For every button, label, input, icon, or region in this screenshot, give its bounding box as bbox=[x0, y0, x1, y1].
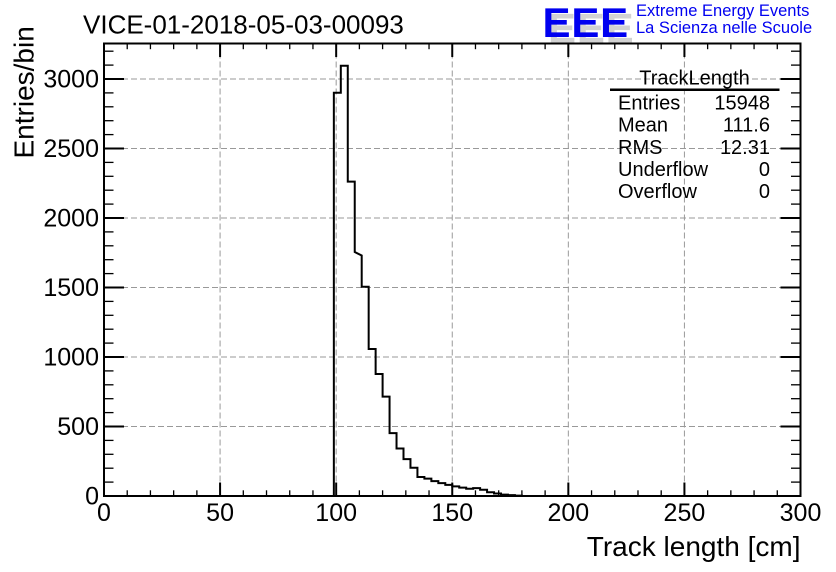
svg-text:300: 300 bbox=[780, 499, 822, 527]
svg-text:La Scienza nelle Scuole: La Scienza nelle Scuole bbox=[636, 19, 812, 37]
svg-text:250: 250 bbox=[664, 499, 706, 527]
svg-text:15948: 15948 bbox=[714, 92, 770, 114]
svg-text:1000: 1000 bbox=[43, 344, 99, 372]
svg-text:0: 0 bbox=[97, 499, 111, 527]
svg-text:111.6: 111.6 bbox=[723, 115, 770, 137]
svg-text:EEE: EEE bbox=[548, 5, 634, 52]
svg-text:12.31: 12.31 bbox=[720, 137, 770, 159]
svg-text:0: 0 bbox=[759, 181, 770, 203]
svg-text:3000: 3000 bbox=[43, 66, 99, 94]
svg-text:2000: 2000 bbox=[43, 205, 99, 233]
svg-text:Overflow: Overflow bbox=[618, 181, 697, 203]
svg-text:RMS: RMS bbox=[618, 137, 662, 159]
svg-text:1500: 1500 bbox=[43, 274, 99, 302]
svg-text:0: 0 bbox=[85, 483, 99, 511]
svg-text:Extreme Energy Events: Extreme Energy Events bbox=[636, 2, 809, 20]
svg-text:50: 50 bbox=[206, 499, 234, 527]
svg-text:EEE: EEE bbox=[543, 0, 629, 46]
svg-text:VICE-01-2018-05-03-00093: VICE-01-2018-05-03-00093 bbox=[83, 10, 404, 40]
svg-text:500: 500 bbox=[57, 413, 99, 441]
svg-text:200: 200 bbox=[547, 499, 589, 527]
svg-text:Underflow: Underflow bbox=[618, 159, 709, 181]
svg-text:Entries/bin: Entries/bin bbox=[9, 26, 40, 158]
svg-text:100: 100 bbox=[315, 499, 357, 527]
svg-text:2500: 2500 bbox=[43, 135, 99, 163]
svg-text:Entries: Entries bbox=[618, 92, 680, 114]
svg-text:150: 150 bbox=[431, 499, 473, 527]
svg-text:0: 0 bbox=[759, 159, 770, 181]
svg-text:Track length [cm]: Track length [cm] bbox=[587, 531, 801, 562]
svg-text:Mean: Mean bbox=[618, 115, 668, 137]
svg-text:TrackLength: TrackLength bbox=[639, 68, 749, 90]
